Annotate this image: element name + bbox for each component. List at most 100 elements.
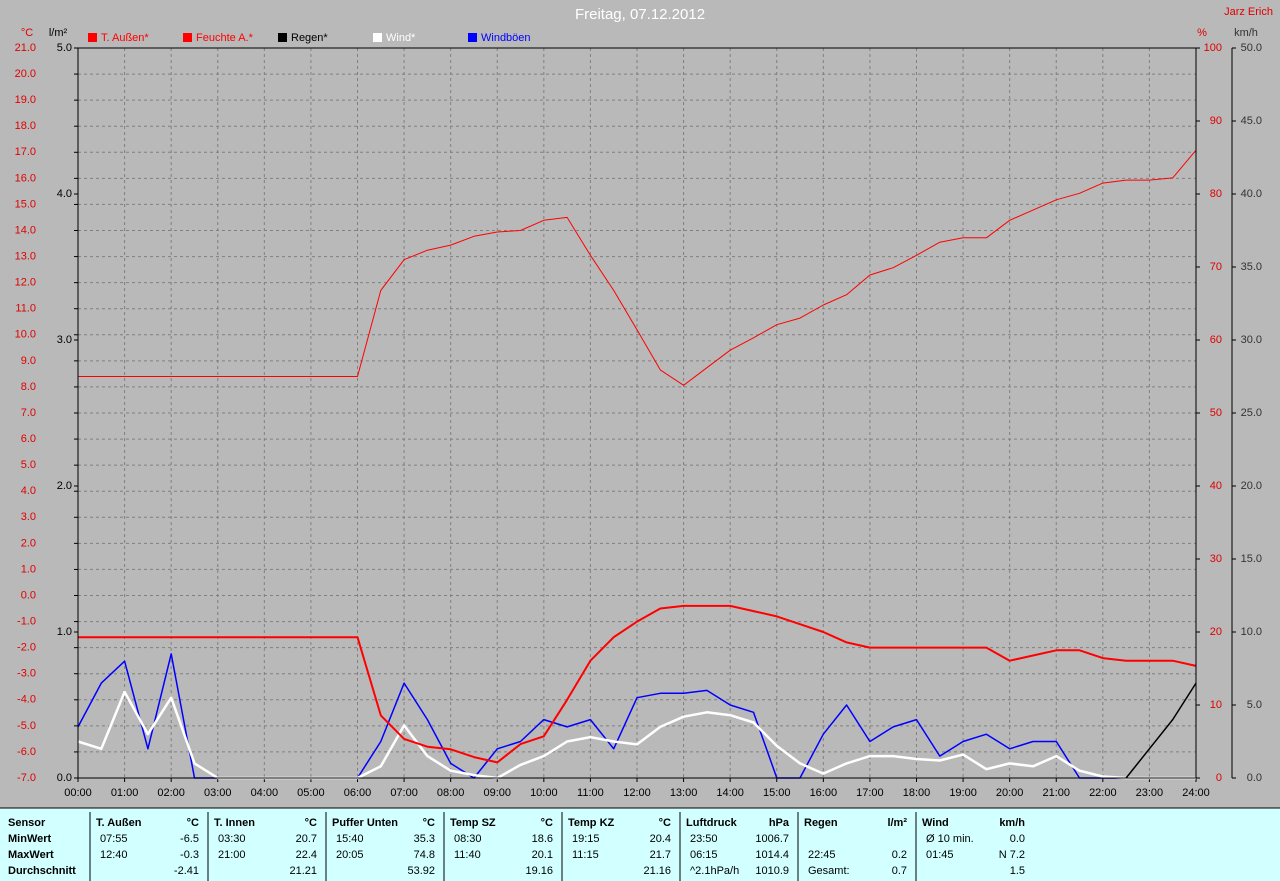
y-tick-label: 35.0 <box>1241 261 1262 273</box>
cell-time: 21:00 <box>218 849 246 861</box>
y-tick-label: 25.0 <box>1241 407 1262 419</box>
x-tick-label: 21:00 <box>1042 787 1070 799</box>
cell-time: 01:45 <box>926 849 954 861</box>
y-tick-label: 18.0 <box>15 120 36 132</box>
y-tick-label: 0 <box>1216 772 1222 784</box>
x-tick-label: 02:00 <box>157 787 185 799</box>
y-tick-label: 12.0 <box>15 277 36 289</box>
author: Jarz Erich <box>1224 6 1273 18</box>
x-tick-label: 13:00 <box>670 787 698 799</box>
plot-frame <box>77 47 1197 779</box>
cell-value: 0.2 <box>892 849 907 861</box>
y-tick-label: 16.0 <box>15 172 36 184</box>
legend-label: T. Außen* <box>101 32 149 44</box>
y-tick-label: 100 <box>1204 42 1222 54</box>
row-label: Sensor <box>8 817 46 829</box>
chart-title: Freitag, 07.12.2012 <box>575 6 705 23</box>
series-line <box>78 604 1197 764</box>
y-tick-label: 4.0 <box>57 188 72 200</box>
cell-time: 19:15 <box>572 833 600 845</box>
cell-time: 22:45 <box>808 849 836 861</box>
y-tick-label: -6.0 <box>17 746 36 758</box>
cell-value: 21.21 <box>289 865 317 877</box>
legend-swatch <box>183 33 192 42</box>
group-unit: °C <box>541 817 553 829</box>
group-unit: °C <box>187 817 199 829</box>
cell-value: N 7.2 <box>999 849 1025 861</box>
x-tick-label: 14:00 <box>716 787 744 799</box>
y-tick-label: 0.0 <box>57 772 72 784</box>
group-title: Temp KZ <box>568 817 615 829</box>
cell-time: 12:40 <box>100 849 128 861</box>
y-tick-label: 11.0 <box>15 303 36 315</box>
legend-swatch <box>88 33 97 42</box>
y-tick-label: 19.0 <box>15 94 36 106</box>
cell-value: 20.4 <box>650 833 671 845</box>
y-tick-label: 10 <box>1210 699 1222 711</box>
legend-swatch <box>468 33 477 42</box>
group-title: Luftdruck <box>686 817 738 829</box>
summary-table: Sensor MinWert MaxWert Durchschnitt T. Außen… <box>0 807 1280 881</box>
cell-time: Ø 10 min. <box>926 833 974 845</box>
y-tick-label: 0.0 <box>1247 772 1262 784</box>
plot: 00:00 01:00 02:00 03:00 04:00 05:00 06:00 07:00… <box>15 32 1262 799</box>
y-tick-label: 10.0 <box>1241 626 1262 638</box>
x-tick-label: 07:00 <box>390 787 418 799</box>
y-tick-label: 20.0 <box>1241 480 1262 492</box>
x-tick-label: 06:00 <box>344 787 372 799</box>
group-unit: hPa <box>769 817 790 829</box>
y-tick-label: 5.0 <box>21 459 36 471</box>
y-tick-label: -7.0 <box>17 772 36 784</box>
y-tick-label: 0.0 <box>21 589 36 601</box>
y-tick-label: 40 <box>1210 480 1222 492</box>
cell-time: 08:30 <box>454 833 482 845</box>
x-tick-label: 12:00 <box>623 787 651 799</box>
cell-value: 20.1 <box>532 849 553 861</box>
row-label: Durchschnitt <box>8 865 76 877</box>
y-tick-label: 90 <box>1210 115 1222 127</box>
y-tick-label: 60 <box>1210 334 1222 346</box>
cell-value: -6.5 <box>180 833 199 845</box>
y-tick-label: -2.0 <box>17 642 36 654</box>
x-tick-label: 18:00 <box>903 787 931 799</box>
y-tick-label: 5.0 <box>57 42 72 54</box>
y-tick-label: 17.0 <box>15 146 36 158</box>
x-tick-label: 24:00 <box>1182 787 1210 799</box>
y-tick-label: -1.0 <box>17 615 36 627</box>
y-tick-label: 13.0 <box>15 250 36 262</box>
y-tick-label: 30.0 <box>1241 334 1262 346</box>
table-background <box>0 808 1280 881</box>
y-tick-label: 20.0 <box>15 68 36 80</box>
y-tick-label: 21.0 <box>15 42 36 54</box>
y-tick-label: 3.0 <box>21 511 36 523</box>
cell-time: Gesamt: <box>808 865 850 877</box>
cell-value: -2.41 <box>174 865 199 877</box>
y-tick-label: 3.0 <box>57 334 72 346</box>
legend-label: Regen* <box>291 32 328 44</box>
y-tick-label: 6.0 <box>21 433 36 445</box>
cell-value: 1010.9 <box>755 865 789 877</box>
y-tick-label: 9.0 <box>21 355 36 367</box>
y-tick-label: 10.0 <box>15 329 36 341</box>
y-tick-label: 15.0 <box>1241 553 1262 565</box>
cell-value: -0.3 <box>180 849 199 861</box>
y4-axis-unit: l/m² <box>49 27 68 39</box>
y-tick-label: 45.0 <box>1241 115 1262 127</box>
x-tick-label: 05:00 <box>297 787 325 799</box>
x-tick-label: 10:00 <box>530 787 558 799</box>
group-title: Puffer Unten <box>332 817 398 829</box>
cell-value: 18.6 <box>532 833 553 845</box>
cell-value: 35.3 <box>414 833 435 845</box>
cell-time: 07:55 <box>100 833 128 845</box>
y-tick-label: 70 <box>1210 261 1222 273</box>
cell-value: 1.5 <box>1010 865 1025 877</box>
cell-value: 0.0 <box>1010 833 1025 845</box>
cell-value: 0.7 <box>892 865 907 877</box>
group-unit: °C <box>423 817 435 829</box>
cell-time: 15:40 <box>336 833 364 845</box>
row-label: MaxWert <box>8 849 54 861</box>
y-tick-label: 1.0 <box>21 563 36 575</box>
y-tick-label: 2.0 <box>21 537 36 549</box>
x-tick-label: 03:00 <box>204 787 232 799</box>
y-tick-label: 14.0 <box>15 224 36 236</box>
